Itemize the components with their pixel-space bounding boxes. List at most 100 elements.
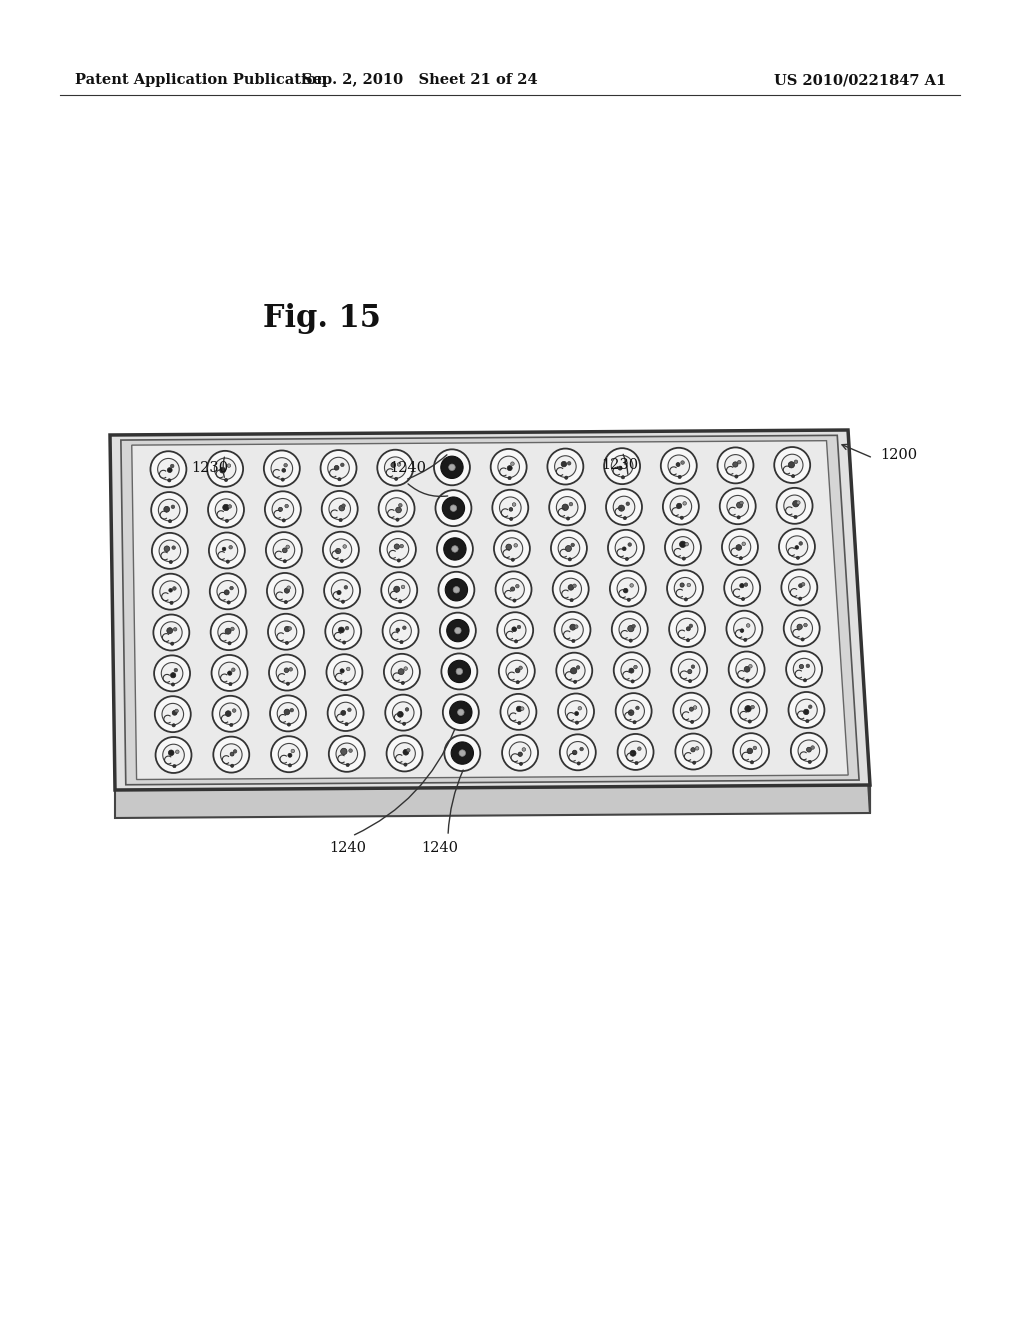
- Circle shape: [636, 706, 639, 710]
- Circle shape: [215, 499, 237, 520]
- Circle shape: [499, 653, 535, 689]
- Circle shape: [518, 752, 522, 756]
- Circle shape: [783, 610, 819, 647]
- Circle shape: [401, 585, 404, 589]
- Polygon shape: [121, 436, 859, 785]
- Circle shape: [229, 586, 233, 590]
- Circle shape: [326, 614, 361, 649]
- Circle shape: [625, 741, 646, 763]
- Text: 1240: 1240: [330, 841, 367, 855]
- Circle shape: [218, 622, 240, 643]
- Circle shape: [228, 642, 231, 645]
- Circle shape: [285, 626, 290, 632]
- Circle shape: [513, 599, 516, 602]
- Circle shape: [748, 748, 753, 754]
- Circle shape: [456, 668, 463, 675]
- Circle shape: [724, 570, 760, 606]
- Circle shape: [628, 543, 632, 546]
- Circle shape: [564, 477, 568, 479]
- Circle shape: [284, 709, 290, 715]
- Circle shape: [578, 706, 582, 710]
- Circle shape: [336, 548, 341, 553]
- Circle shape: [440, 612, 476, 648]
- Circle shape: [349, 748, 352, 752]
- Circle shape: [681, 700, 702, 722]
- Circle shape: [168, 750, 174, 755]
- Circle shape: [510, 517, 513, 520]
- Circle shape: [212, 696, 249, 731]
- Circle shape: [613, 652, 649, 688]
- Circle shape: [212, 655, 248, 690]
- Circle shape: [494, 531, 529, 566]
- Circle shape: [665, 529, 700, 565]
- Circle shape: [160, 581, 181, 602]
- Circle shape: [686, 639, 689, 642]
- Circle shape: [556, 496, 578, 519]
- Circle shape: [158, 458, 179, 480]
- Circle shape: [229, 723, 232, 726]
- Circle shape: [401, 681, 404, 685]
- Circle shape: [222, 548, 226, 550]
- Circle shape: [328, 696, 364, 731]
- Circle shape: [154, 615, 189, 651]
- Circle shape: [745, 678, 750, 682]
- Circle shape: [519, 762, 522, 766]
- Circle shape: [152, 533, 187, 569]
- Circle shape: [635, 762, 638, 764]
- Circle shape: [208, 491, 244, 528]
- Circle shape: [610, 570, 646, 607]
- Circle shape: [800, 664, 804, 669]
- Circle shape: [343, 545, 346, 548]
- Circle shape: [676, 734, 712, 770]
- Circle shape: [384, 653, 420, 690]
- Circle shape: [799, 541, 803, 545]
- Circle shape: [168, 479, 171, 482]
- Circle shape: [569, 624, 575, 630]
- Circle shape: [788, 577, 810, 598]
- Text: US 2010/0221847 A1: US 2010/0221847 A1: [774, 73, 946, 87]
- Circle shape: [285, 668, 289, 673]
- Circle shape: [667, 570, 703, 606]
- Circle shape: [566, 517, 569, 520]
- Circle shape: [695, 747, 699, 750]
- Circle shape: [573, 680, 577, 684]
- Circle shape: [743, 638, 746, 642]
- Circle shape: [172, 723, 175, 727]
- Circle shape: [670, 496, 691, 517]
- Circle shape: [522, 747, 525, 751]
- Circle shape: [680, 541, 686, 548]
- Circle shape: [693, 706, 696, 709]
- Circle shape: [506, 660, 527, 682]
- Circle shape: [502, 735, 538, 771]
- Circle shape: [808, 760, 811, 763]
- Circle shape: [279, 507, 283, 511]
- Circle shape: [224, 590, 229, 595]
- Circle shape: [611, 455, 633, 477]
- Circle shape: [216, 540, 238, 561]
- Circle shape: [338, 478, 341, 480]
- Circle shape: [159, 499, 180, 521]
- Circle shape: [384, 457, 407, 478]
- Circle shape: [624, 589, 628, 593]
- Circle shape: [509, 508, 513, 511]
- Circle shape: [340, 669, 344, 673]
- Circle shape: [508, 701, 529, 722]
- Circle shape: [623, 701, 644, 722]
- Text: 1240: 1240: [422, 841, 459, 855]
- Circle shape: [498, 612, 534, 648]
- Circle shape: [733, 618, 755, 639]
- Circle shape: [288, 723, 291, 726]
- Circle shape: [739, 557, 742, 560]
- Circle shape: [631, 680, 634, 682]
- Circle shape: [440, 457, 463, 478]
- Circle shape: [626, 502, 630, 506]
- Circle shape: [385, 694, 421, 730]
- Circle shape: [323, 532, 358, 568]
- Circle shape: [330, 539, 351, 561]
- Circle shape: [516, 706, 522, 711]
- Circle shape: [452, 545, 458, 552]
- Circle shape: [227, 601, 230, 605]
- Circle shape: [228, 504, 231, 508]
- Circle shape: [811, 746, 814, 750]
- Circle shape: [727, 495, 749, 517]
